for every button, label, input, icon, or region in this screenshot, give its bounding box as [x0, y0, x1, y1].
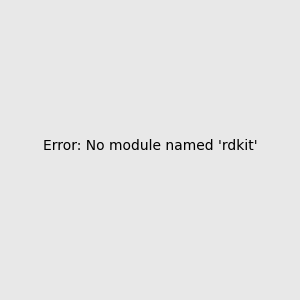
Text: Error: No module named 'rdkit': Error: No module named 'rdkit' — [43, 139, 257, 153]
